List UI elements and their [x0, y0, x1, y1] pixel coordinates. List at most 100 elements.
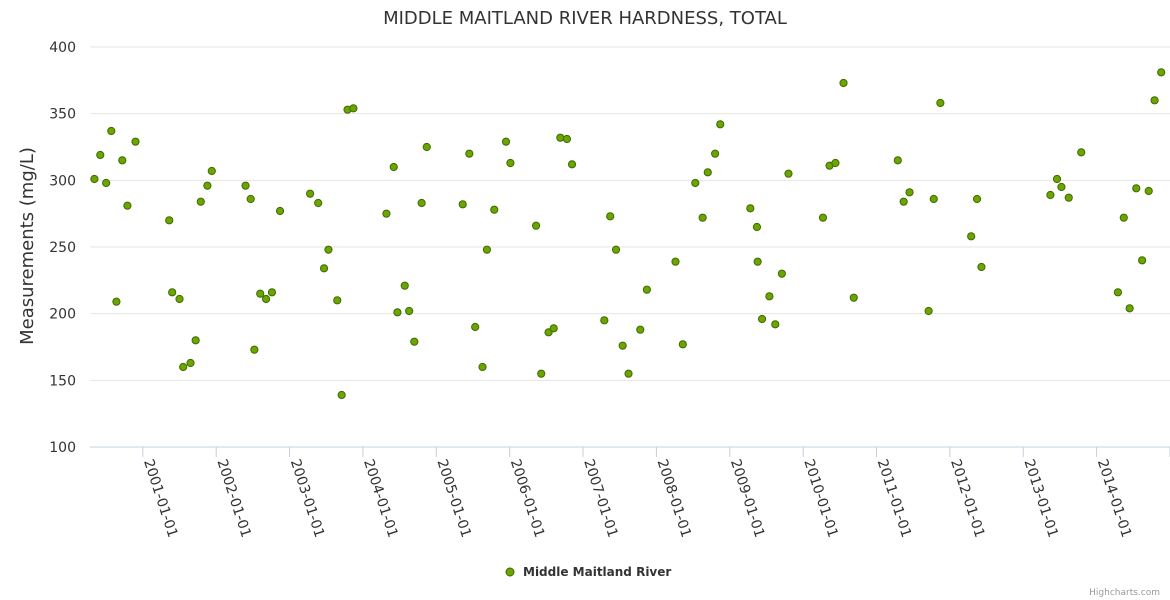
data-point[interactable]	[261, 294, 271, 304]
data-point[interactable]	[203, 181, 212, 190]
data-point[interactable]	[752, 222, 762, 232]
data-point[interactable]	[179, 362, 188, 372]
data-point[interactable]	[1138, 256, 1147, 265]
data-point[interactable]	[753, 257, 762, 266]
data-point[interactable]	[405, 306, 414, 316]
data-point[interactable]	[671, 257, 680, 266]
data-point[interactable]	[123, 201, 132, 210]
data-point[interactable]	[1157, 68, 1166, 77]
data-point[interactable]	[267, 288, 277, 297]
data-point[interactable]	[165, 216, 174, 225]
data-point[interactable]	[636, 325, 645, 334]
data-point[interactable]	[678, 340, 687, 349]
data-point[interactable]	[818, 213, 828, 222]
data-point[interactable]	[556, 133, 565, 142]
data-point[interactable]	[531, 221, 541, 230]
data-point[interactable]	[977, 262, 986, 272]
legend[interactable]: Middle Maitland River	[505, 565, 671, 579]
data-point[interactable]	[90, 174, 99, 184]
data-point[interactable]	[893, 156, 902, 165]
data-point[interactable]	[490, 205, 499, 214]
data-point[interactable]	[250, 345, 259, 354]
data-point[interactable]	[967, 232, 976, 241]
data-point[interactable]	[972, 194, 982, 204]
data-point[interactable]	[1064, 193, 1073, 202]
data-point[interactable]	[465, 149, 474, 158]
data-point[interactable]	[107, 126, 116, 136]
data-point[interactable]	[600, 316, 609, 325]
data-point[interactable]	[382, 209, 391, 218]
data-point[interactable]	[306, 189, 315, 198]
data-point[interactable]	[410, 337, 419, 346]
data-point[interactable]	[777, 269, 786, 278]
data-point[interactable]	[831, 158, 840, 168]
data-point[interactable]	[400, 281, 409, 290]
data-point[interactable]	[549, 324, 558, 333]
data-point[interactable]	[168, 288, 177, 297]
data-point[interactable]	[337, 390, 346, 400]
data-point[interactable]	[458, 200, 467, 209]
data-point[interactable]	[96, 150, 105, 160]
data-point[interactable]	[131, 137, 140, 146]
data-point[interactable]	[417, 198, 426, 208]
data-point[interactable]	[849, 293, 858, 302]
data-point[interactable]	[1125, 304, 1134, 313]
data-point[interactable]	[333, 296, 342, 305]
data-point[interactable]	[746, 204, 755, 213]
data-point[interactable]	[1113, 288, 1123, 297]
data-point[interactable]	[256, 289, 265, 298]
data-point[interactable]	[606, 212, 615, 221]
data-point[interactable]	[698, 213, 707, 222]
data-point[interactable]	[703, 168, 712, 177]
data-point[interactable]	[562, 134, 572, 144]
data-point[interactable]	[482, 245, 492, 254]
data-point[interactable]	[314, 198, 323, 208]
data-point[interactable]	[112, 297, 121, 306]
data-point[interactable]	[393, 308, 402, 317]
data-point[interactable]	[389, 162, 398, 172]
data-point[interactable]	[422, 142, 431, 152]
data-point[interactable]	[196, 197, 205, 206]
data-point[interactable]	[784, 169, 793, 178]
data-point[interactable]	[1046, 190, 1055, 200]
data-point[interactable]	[246, 194, 255, 204]
data-point[interactable]	[506, 158, 515, 168]
credits-link[interactable]: Highcharts.com	[1089, 588, 1160, 598]
data-point[interactable]	[191, 336, 200, 345]
data-point[interactable]	[1052, 174, 1062, 184]
data-point[interactable]	[478, 362, 487, 372]
data-point[interactable]	[471, 322, 480, 332]
data-point[interactable]	[757, 314, 767, 324]
data-point[interactable]	[567, 160, 577, 169]
data-point[interactable]	[241, 181, 250, 190]
data-point[interactable]	[618, 341, 627, 350]
data-point[interactable]	[275, 206, 285, 216]
data-point[interactable]	[929, 194, 938, 204]
data-point[interactable]	[102, 178, 111, 188]
data-point[interactable]	[1119, 213, 1128, 222]
data-point[interactable]	[765, 292, 774, 301]
data-point[interactable]	[1077, 148, 1086, 157]
data-point[interactable]	[905, 188, 914, 197]
data-point[interactable]	[899, 197, 908, 206]
data-point[interactable]	[349, 104, 358, 113]
data-point[interactable]	[839, 78, 848, 88]
data-point[interactable]	[1057, 182, 1066, 192]
data-point[interactable]	[324, 245, 333, 254]
data-point[interactable]	[624, 369, 633, 378]
data-point[interactable]	[716, 120, 725, 129]
data-point[interactable]	[1144, 186, 1153, 196]
data-point[interactable]	[319, 264, 329, 273]
data-point[interactable]	[1132, 184, 1141, 193]
data-point[interactable]	[711, 149, 720, 158]
data-point[interactable]	[537, 369, 546, 378]
data-point[interactable]	[1150, 96, 1159, 105]
data-point[interactable]	[118, 156, 127, 165]
data-point[interactable]	[691, 178, 700, 188]
data-point[interactable]	[186, 358, 195, 368]
data-point[interactable]	[771, 320, 780, 329]
data-point[interactable]	[611, 245, 621, 254]
data-point[interactable]	[175, 294, 184, 304]
data-point[interactable]	[642, 285, 651, 294]
data-point[interactable]	[936, 98, 945, 108]
